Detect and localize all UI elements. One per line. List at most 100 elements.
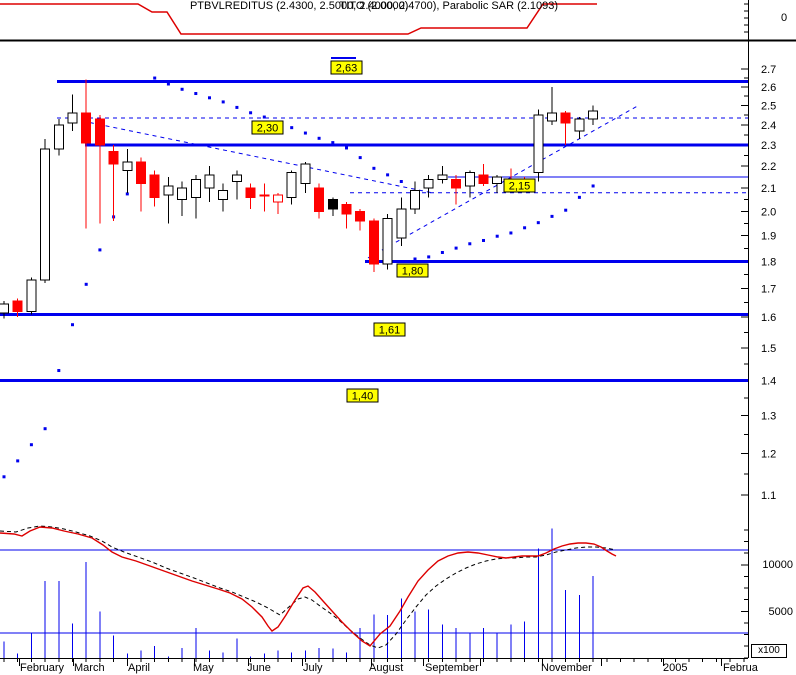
trendline-dashed <box>81 120 433 194</box>
candle-body <box>382 218 393 265</box>
candle-body <box>149 174 160 198</box>
sar-dot <box>262 115 266 119</box>
candle-body <box>40 148 51 281</box>
candle-body <box>464 172 475 187</box>
sar-dot <box>386 173 390 177</box>
y-axis-tick-label: 1.1 <box>761 490 776 502</box>
x-axis-month-label: September <box>425 662 479 674</box>
top-axis-zero-label: 0 <box>781 12 788 24</box>
volume-axis-label-10000: 10000 <box>762 559 793 571</box>
level-label: 1,61 <box>379 325 400 337</box>
sar-dot <box>303 131 307 135</box>
candle-body <box>204 174 215 189</box>
sar-dot <box>591 184 595 188</box>
sar-dot <box>84 282 88 286</box>
x-axis-month-label: April <box>128 662 150 674</box>
y-axis-tick-label: 1.3 <box>761 411 776 423</box>
sar-dot <box>523 226 527 230</box>
sar-dot <box>577 195 581 199</box>
level-label-box <box>396 263 429 278</box>
sar-dot <box>180 87 184 91</box>
sar-dot <box>440 250 444 254</box>
level-label: 2,63 <box>336 63 357 75</box>
sar-dot <box>564 208 568 212</box>
sar-dot <box>482 238 485 242</box>
candle-body <box>451 178 462 189</box>
y-axis-tick-label: 1.6 <box>761 312 776 324</box>
level-label-box <box>373 322 406 337</box>
x-axis-month-label: July <box>303 662 323 674</box>
candle-body <box>12 300 23 312</box>
sar-dot <box>345 146 348 150</box>
volume-axis-label-5000: 5000 <box>768 606 793 618</box>
candle-body <box>355 210 366 222</box>
x-axis-month-label: 2005 <box>663 662 687 674</box>
x-axis-month-label: May <box>193 662 214 674</box>
candle-body <box>53 124 64 150</box>
candle-body <box>300 163 311 185</box>
volume-unit-badge: x100 <box>751 644 787 658</box>
x-axis-month-label: March <box>74 662 105 674</box>
y-axis-tick-label: 1.9 <box>761 231 776 243</box>
sar-dot <box>166 82 170 86</box>
y-axis-tick-label: 2.5 <box>761 101 776 113</box>
y-axis-tick-label: 2.7 <box>761 64 776 76</box>
top-strip-price-line <box>0 3 597 35</box>
candle-body <box>94 118 105 146</box>
level-label-box <box>330 60 363 75</box>
candle-body <box>368 220 379 265</box>
sar-dot <box>468 242 472 246</box>
sar-dot <box>290 126 294 130</box>
sar-dot <box>71 323 74 327</box>
candle-body <box>547 112 557 122</box>
y-axis-tick-label: 1.2 <box>761 449 776 461</box>
candle-body <box>108 150 119 165</box>
sar-dot <box>331 141 335 145</box>
x-axis-month-label: November <box>541 662 592 674</box>
sar-dot <box>372 166 376 170</box>
y-axis-tick-label: 2.3 <box>761 140 776 152</box>
level-label-box <box>346 388 379 403</box>
candle-body <box>259 194 270 197</box>
sar-dot <box>399 179 403 183</box>
sar-dot <box>208 96 211 100</box>
sar-dot <box>235 105 239 109</box>
candle-body <box>231 174 242 182</box>
candle-body <box>314 187 325 212</box>
sar-dot <box>29 443 33 447</box>
candle-body <box>341 203 352 215</box>
y-axis-tick-label: 1.4 <box>761 376 776 388</box>
volume-ma-red-line <box>0 526 617 647</box>
sar-dot <box>358 156 362 160</box>
sar-dot <box>194 92 198 96</box>
x-axis-month-label: Februa <box>723 662 759 674</box>
candle-body <box>218 189 229 201</box>
level-label: 1,40 <box>352 391 373 403</box>
main-panel-title: PTBVLREDITUS (2.4300, 2.5000, 2.4000, 2.… <box>189 0 559 12</box>
level-label-box <box>503 178 536 193</box>
sar-dot <box>43 427 47 431</box>
candle-body <box>26 279 37 312</box>
level-label: 2,30 <box>257 123 278 135</box>
candle-body <box>245 187 256 198</box>
candle-body <box>574 118 585 132</box>
sar-dot <box>550 214 554 218</box>
candle-body <box>67 112 78 124</box>
candle-body <box>437 174 448 180</box>
sar-dot <box>509 231 513 235</box>
top-panel-title: TITO (2.0000) <box>339 0 409 12</box>
candle-body <box>163 185 174 196</box>
y-axis-tick-label: 1.5 <box>761 343 776 355</box>
candle-body <box>560 112 571 124</box>
candle-body <box>136 161 146 185</box>
candle-body <box>478 174 489 185</box>
x-axis-month-label: June <box>247 662 271 674</box>
sar-dot <box>495 234 499 238</box>
candle-body <box>0 303 9 314</box>
candle-body <box>533 114 544 174</box>
sar-dot <box>413 257 417 261</box>
volume-ma-dashed-line <box>0 525 617 649</box>
sar-dot <box>16 459 20 463</box>
